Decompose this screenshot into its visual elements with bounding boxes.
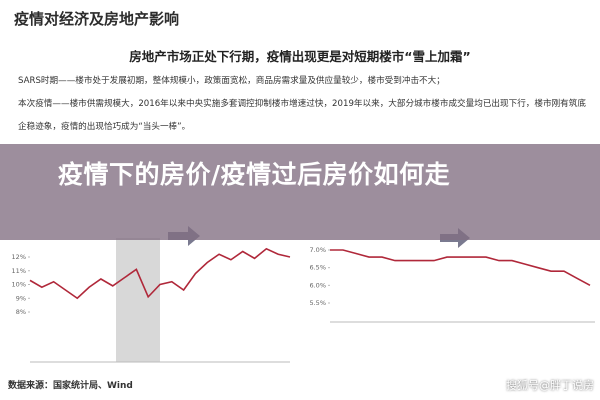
y-tick-label: 6.0%: [309, 281, 326, 289]
y-tick-label: 6.5%: [309, 264, 326, 272]
paragraph: 本次疫情——楼市供需规模大，2016年以来中央实施多套调控抑制楼市增速过快，20…: [18, 99, 586, 132]
watermark: 搜狐号@胖丁说房: [506, 379, 594, 392]
y-tick-label: 11%: [12, 267, 26, 275]
y-tick-label: 10%: [12, 281, 26, 289]
highlight-region: [116, 238, 160, 362]
overlay-title: 疫情下的房价/疫情过后房价如何走: [58, 160, 451, 189]
line: [29, 247, 291, 300]
overlay-band: [0, 144, 600, 240]
source: 数据来源：国家统计局、Wind: [8, 381, 133, 391]
paragraph: SARS时期——楼市处于发展初期，整体规模小，政策面宽松，商品房需求量及供应量较…: [18, 76, 445, 86]
y-tick-label: 7.0%: [309, 246, 326, 254]
subtitle: 房地产市场正处下行期，疫情出现更是对短期楼市“雪上加霜”: [129, 49, 471, 64]
y-tick-label: 8%: [16, 308, 26, 316]
y-tick-label: 9%: [16, 294, 26, 302]
line: [330, 249, 591, 287]
y-tick-label: 12%: [12, 253, 26, 261]
y-tick-label: 5.5%: [309, 299, 326, 307]
header-title: 疫情对经济及房地产影响: [14, 10, 180, 28]
